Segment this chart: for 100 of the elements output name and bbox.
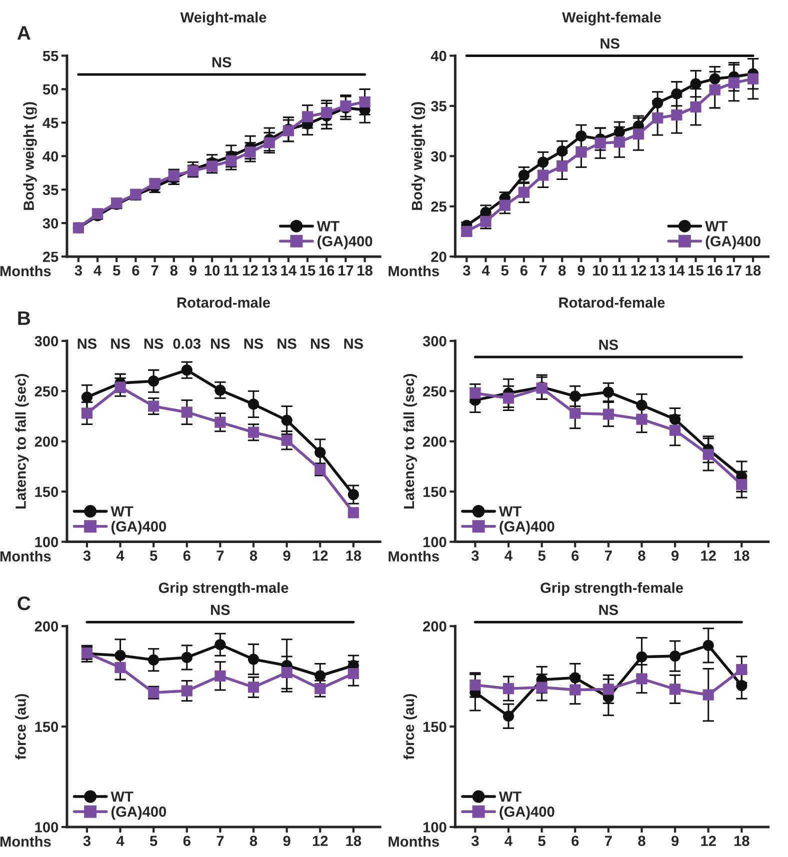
x-axis-title: Months: [0, 550, 51, 562]
annotation: NS: [310, 338, 330, 349]
x-tick-label: 13: [650, 265, 666, 276]
x-tick-label: 18: [346, 550, 362, 561]
chart-title: Rotarod-male: [178, 297, 270, 308]
x-tick-label: 6: [572, 550, 579, 561]
x-tick-label: 3: [74, 265, 82, 276]
y-tick-label: 30: [42, 218, 58, 229]
x-tick-label: 14: [281, 265, 296, 276]
y-tick-label: 200: [423, 621, 446, 632]
annotation: NS: [144, 338, 164, 349]
x-tick-label: 12: [312, 550, 328, 561]
x-tick-label: 11: [612, 265, 627, 276]
ref-line-label: NS: [600, 38, 620, 49]
chart-title: Grip strength-male: [158, 582, 288, 596]
x-tick-label: 6: [183, 550, 190, 561]
legend-label: (GA)400: [318, 236, 372, 250]
ref-line-label: NS: [211, 604, 230, 616]
x-tick-label: 18: [746, 265, 761, 276]
y-tick-label: 35: [42, 184, 58, 196]
chart-title: Grip strength-female: [540, 582, 683, 596]
x-tick-label: 3: [83, 550, 90, 561]
x-tick-label: 3: [83, 836, 90, 846]
x-tick-label: 3: [471, 550, 479, 561]
ref-line-label: NS: [599, 604, 618, 616]
y-tick-label: 100: [423, 822, 446, 832]
x-tick-label: 5: [538, 836, 546, 846]
x-tick-label: 4: [504, 550, 512, 561]
x-axis-title: Months: [388, 550, 439, 562]
x-tick-label: 8: [250, 550, 258, 561]
x-tick-label: 4: [116, 836, 124, 846]
x-tick-label: 5: [113, 265, 120, 276]
x-tick-label: 3: [471, 836, 479, 846]
y-tick-label: 55: [42, 50, 58, 62]
y-tick-label: 20: [431, 252, 446, 262]
x-tick-label: 18: [358, 265, 372, 276]
x-tick-label: 8: [638, 550, 646, 561]
legend-label: (GA)400: [500, 806, 554, 820]
x-tick-label: 12: [631, 265, 646, 276]
legend-label: (GA)400: [500, 520, 554, 534]
ref-line-label: NS: [599, 340, 618, 350]
annotation: NS: [244, 338, 264, 349]
x-tick-label: 7: [216, 550, 224, 561]
x-tick-label: 8: [638, 836, 646, 846]
x-tick-label: 7: [216, 836, 224, 846]
x-tick-label: 8: [250, 836, 258, 846]
x-tick-label: 13: [262, 265, 277, 276]
x-tick-label: 18: [734, 550, 750, 561]
legend-label: WT: [498, 506, 522, 516]
y-tick-label: 200: [34, 621, 58, 632]
legend-label: (GA)400: [111, 520, 166, 534]
annotation: NS: [78, 338, 97, 349]
x-tick-label: 5: [150, 550, 158, 561]
y-tick-label: 25: [431, 201, 446, 212]
x-tick-label: 5: [538, 550, 546, 561]
x-tick-label: 10: [593, 265, 608, 276]
x-tick-label: 7: [604, 836, 612, 846]
x-tick-label: 18: [734, 836, 750, 846]
legend-label: (GA)400: [111, 806, 166, 820]
x-axis-title: Months: [388, 266, 439, 276]
y-axis-title: force (au): [15, 694, 29, 760]
y-tick-label: 300: [422, 336, 446, 346]
y-tick-label: 150: [423, 486, 446, 497]
chart-title: Weight-female: [562, 12, 661, 26]
legend-label: (GA)400: [706, 236, 760, 250]
text: B: [18, 311, 30, 325]
y-tick-label: 150: [35, 722, 58, 732]
x-tick-label: 7: [540, 265, 546, 276]
x-tick-label: 15: [300, 265, 316, 276]
x-tick-label: 18: [346, 836, 362, 846]
legend-label: WT: [316, 221, 340, 232]
x-tick-label: 12: [243, 265, 258, 276]
x-tick-label: 9: [189, 265, 196, 276]
x-tick-label: 14: [669, 265, 685, 276]
y-tick-label: 250: [423, 386, 446, 397]
y-tick-label: 30: [430, 151, 446, 162]
x-tick-label: 6: [132, 265, 140, 276]
annotation: NS: [278, 338, 296, 349]
y-tick-label: 150: [423, 722, 446, 732]
y-axis-title: force (au): [403, 694, 417, 760]
x-tick-label: 9: [283, 836, 290, 846]
annotation: 0.03: [173, 338, 201, 349]
x-tick-label: 5: [150, 836, 158, 846]
x-tick-label: 12: [701, 836, 716, 846]
legend-label: WT: [110, 792, 134, 802]
x-tick-label: 4: [116, 550, 124, 561]
chart-title: Rotarod-female: [559, 297, 665, 308]
x-tick-label: 11: [224, 265, 238, 276]
x-tick-label: 8: [170, 265, 178, 276]
x-tick-label: 9: [671, 836, 679, 846]
x-axis-title: Months: [0, 266, 51, 276]
text: C: [18, 596, 30, 610]
chart-title: Weight-male: [180, 12, 266, 26]
y-tick-label: 200: [34, 436, 58, 447]
y-axis-title: Body weight (g): [23, 102, 37, 210]
y-axis-title: Body weight (g): [411, 102, 426, 210]
legend-label: WT: [498, 792, 522, 802]
x-tick-label: 12: [701, 550, 716, 561]
annotation: NS: [344, 338, 363, 349]
y-tick-label: 150: [35, 486, 58, 497]
